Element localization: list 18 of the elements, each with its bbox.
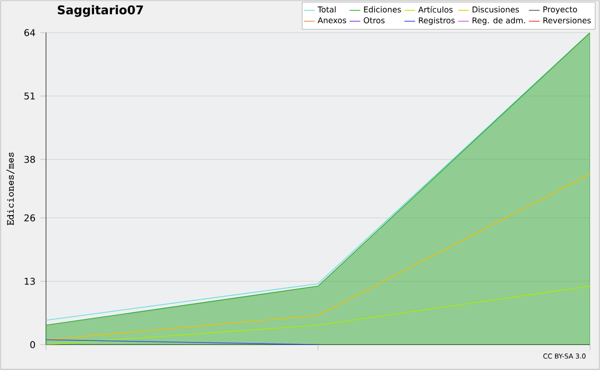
y-tick-label: 13 [24, 278, 35, 285]
legend-label: Anexos [318, 17, 346, 24]
legend-label: Otros [364, 17, 385, 24]
legend-label: Artículos [418, 6, 453, 13]
chart-title: Saggitario07 [58, 5, 143, 17]
legend-label: Proyecto [543, 6, 577, 14]
legend-label: Registros [418, 17, 455, 25]
legend-label: Reg. de adm. [472, 17, 525, 25]
legend-label: Discusiones [472, 6, 519, 12]
legend-label: Total [318, 6, 336, 12]
legend-label: Ediciones [364, 6, 401, 12]
y-tick-label: 0 [30, 341, 35, 348]
y-tick-label: 64 [24, 29, 36, 36]
y-tick-label: 38 [24, 156, 35, 163]
y-tick-label: 51 [24, 92, 35, 100]
legend-label: Reversiones [543, 17, 591, 24]
y-axis-title: Ediciones/mes [6, 152, 15, 226]
y-tick-label: 26 [24, 214, 36, 222]
